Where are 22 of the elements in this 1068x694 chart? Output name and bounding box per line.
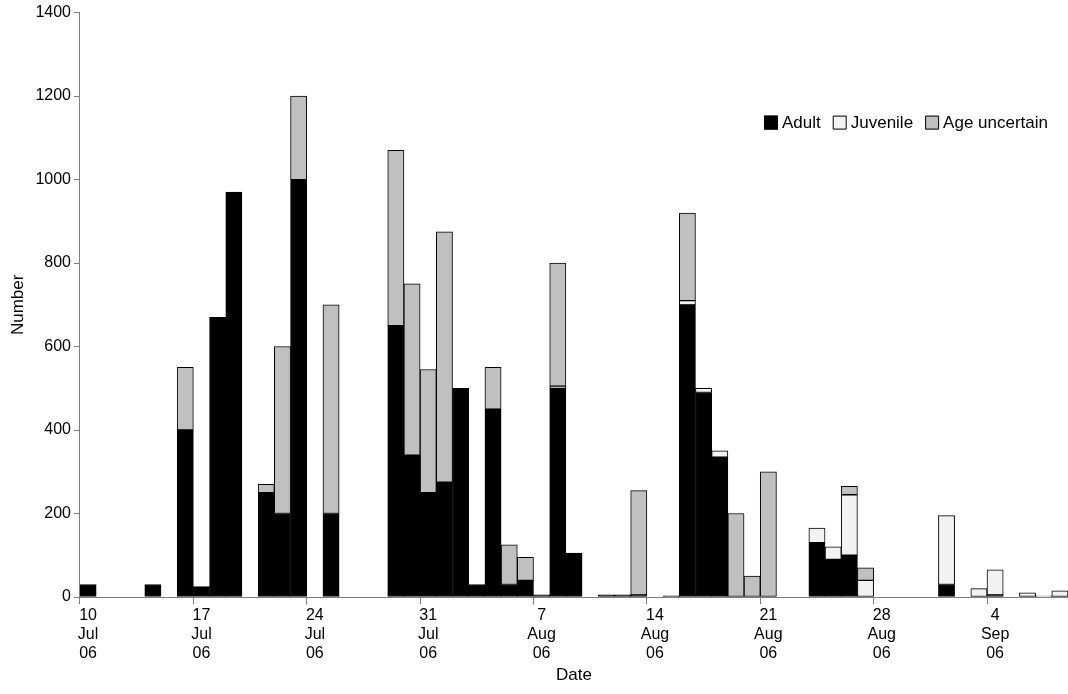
x-tick-label: 4 Sep 06: [980, 606, 1010, 662]
x-tick-label: 31 Jul 06: [418, 606, 439, 662]
x-tick-label: 14 Aug 06: [640, 606, 670, 662]
y-tick-label: 400: [44, 420, 72, 438]
y-tick-label: 200: [44, 503, 72, 521]
y-tick-label: 600: [44, 336, 72, 354]
y-tick-label: 1200: [35, 86, 72, 104]
x-tick-label: 28 Aug 06: [867, 606, 896, 662]
x-tick-label: 24 Jul 06: [304, 606, 326, 662]
x-tick-label: 7 Aug 06: [527, 606, 556, 662]
x-tick-label: 17 Jul 06: [191, 606, 212, 662]
legend-label: Adult: [781, 113, 821, 133]
y-tick-label: 1000: [35, 169, 72, 187]
x-axis-title: Date: [556, 665, 592, 685]
legend-label: Age uncertain: [943, 113, 1048, 133]
legend-label: Juvenile: [850, 113, 914, 133]
y-tick-label: 0: [62, 587, 72, 605]
y-tick-label: 1400: [35, 3, 72, 21]
y-tick-label: 800: [44, 253, 72, 271]
x-tick-label: 21 Aug 06: [754, 606, 783, 662]
y-axis-title: Number: [7, 274, 27, 336]
x-tick-label: 10 Jul 06: [77, 606, 99, 662]
